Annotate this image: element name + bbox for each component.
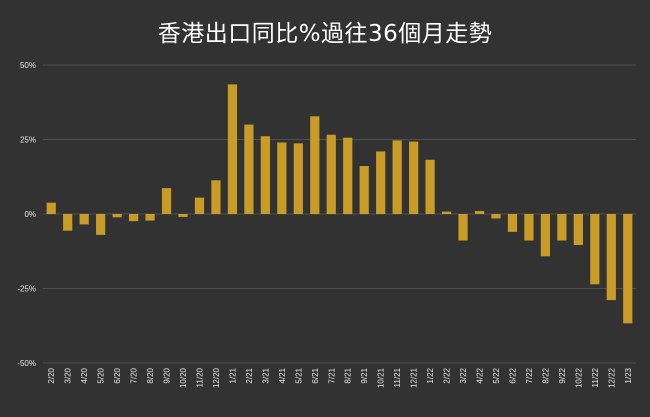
x-tick-label: 8/20: [146, 367, 155, 383]
bar: [491, 214, 501, 219]
x-tick-label: 1/22: [426, 367, 435, 383]
bar: [425, 159, 435, 214]
bar: [96, 214, 106, 235]
x-tick-label: 6/22: [508, 367, 517, 383]
x-tick-label: 2/22: [443, 367, 452, 383]
bar: [227, 84, 238, 215]
x-tick-label: 12/20: [212, 367, 221, 388]
y-tick-label: 50%: [20, 61, 36, 70]
y-tick-label: 25%: [20, 136, 36, 145]
x-tick-label: 11/21: [393, 367, 402, 387]
x-tick-label: 6/20: [113, 367, 122, 383]
x-tick-label: 4/22: [476, 367, 485, 383]
x-tick-label: 12/21: [410, 367, 419, 388]
bar: [161, 188, 172, 214]
bar: [63, 214, 73, 231]
y-tick-label: 0%: [24, 210, 36, 219]
bar: [310, 116, 320, 214]
x-tick-label: 11/20: [195, 367, 204, 387]
bar: [326, 134, 336, 214]
x-tick-label: 3/20: [64, 367, 73, 383]
bar: [79, 214, 89, 225]
bar: [606, 214, 616, 301]
bar: [540, 214, 551, 257]
bar: [376, 151, 386, 214]
x-tick-label: 2/21: [245, 367, 254, 383]
chart-title: 香港出口同比%過往36個月走勢: [157, 21, 493, 47]
bar: [392, 140, 402, 214]
x-tick-label: 8/22: [541, 367, 550, 383]
bar: [623, 214, 633, 324]
x-tick-label: 10/21: [377, 367, 386, 388]
x-tick-label: 6/21: [311, 367, 320, 383]
bar: [145, 214, 155, 221]
y-tick-label: -25%: [17, 285, 36, 294]
x-tick-label: 5/22: [492, 367, 501, 383]
x-tick-label: 7/22: [525, 367, 534, 383]
bar: [178, 214, 188, 217]
bar: [211, 180, 221, 214]
x-tick-label: 7/21: [327, 367, 336, 383]
bar: [573, 214, 583, 245]
bar: [474, 211, 485, 214]
x-tick-label: 8/21: [344, 367, 353, 383]
x-tick-label: 3/22: [459, 367, 468, 383]
bar: [277, 142, 287, 214]
y-tick-label: -50%: [17, 359, 36, 368]
bar: [557, 214, 567, 241]
x-tick-label: 5/20: [97, 367, 106, 383]
x-tick-label: 10/20: [179, 367, 188, 388]
bar: [244, 124, 254, 214]
x-tick-label: 9/20: [163, 367, 172, 383]
x-tick-label: 4/21: [278, 367, 287, 383]
x-tick-label: 3/21: [261, 367, 270, 383]
bar: [524, 214, 534, 241]
x-tick-label: 9/22: [558, 367, 567, 383]
x-tick-label: 11/22: [591, 367, 600, 387]
bar: [409, 141, 419, 214]
bar: [458, 214, 468, 241]
bar: [590, 214, 600, 285]
x-tick-label: 4/20: [80, 367, 89, 383]
x-tick-label: 7/20: [130, 367, 139, 383]
bar: [441, 211, 452, 214]
bar: [293, 143, 303, 214]
bar: [112, 214, 122, 218]
x-tick-label: 1/21: [228, 367, 237, 383]
x-tick-label: 1/23: [624, 367, 633, 383]
x-tick-label: 12/22: [607, 367, 616, 388]
bar: [194, 197, 205, 214]
x-tick-label: 9/21: [360, 367, 369, 383]
bar: [128, 214, 139, 222]
bar: [359, 166, 369, 214]
bar: [260, 136, 270, 214]
x-tick-label: 10/22: [574, 367, 583, 388]
x-tick-label: 5/21: [294, 367, 303, 383]
bar: [507, 214, 518, 232]
bar: [343, 137, 353, 214]
bar: [46, 202, 56, 214]
x-tick-label: 2/20: [47, 367, 56, 383]
